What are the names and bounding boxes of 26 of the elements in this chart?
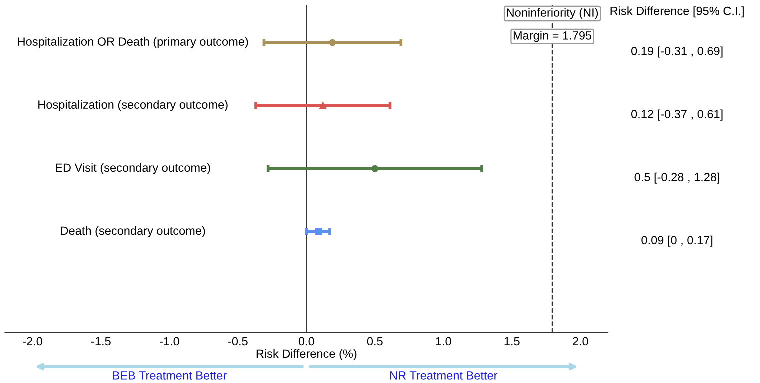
point xyxy=(316,228,322,236)
y-tick-label: ED Visit (secondary outcome) xyxy=(56,163,210,174)
x-axis-title: Risk Difference (%) xyxy=(256,349,357,360)
y-tick-label: Death (secondary outcome) xyxy=(61,226,206,238)
text: 0.19 [-0.31 , 0.69] xyxy=(632,46,723,58)
text: 0.12 [-0.37 , 0.61] xyxy=(632,110,723,121)
y-tick-label: Hospitalization (secondary outcome) xyxy=(38,100,228,112)
ref-line-label: Noninferiority (NI) Margin = 1.795 xyxy=(507,8,598,42)
point xyxy=(320,102,327,110)
text: NR Treatment Better xyxy=(390,372,498,380)
text: 0.09 [0 , 0.17] xyxy=(642,236,713,247)
x-tick-label: -1.0 xyxy=(160,337,180,346)
x-tick-label: 0.0 xyxy=(298,337,314,346)
x-tick-label: 1.0 xyxy=(436,337,452,346)
x-tick-label: 1.5 xyxy=(504,337,520,346)
y-tick-label: Hospitalization OR Death (primary outcome) xyxy=(18,37,248,48)
x-tick-label: -0.5 xyxy=(228,337,248,346)
text: Risk Difference [95% C.I.] xyxy=(610,6,744,18)
x-tick-label: -2.0 xyxy=(23,337,42,346)
text: 0.5 [-0.28 , 1.28] xyxy=(634,172,720,184)
x-tick-label: 2.0 xyxy=(572,337,588,346)
text: BEB Treatment Better xyxy=(113,372,227,380)
x-tick-label: -1.5 xyxy=(92,337,111,346)
x-tick-label: 0.5 xyxy=(367,337,383,346)
point xyxy=(329,39,336,46)
point xyxy=(372,165,379,172)
